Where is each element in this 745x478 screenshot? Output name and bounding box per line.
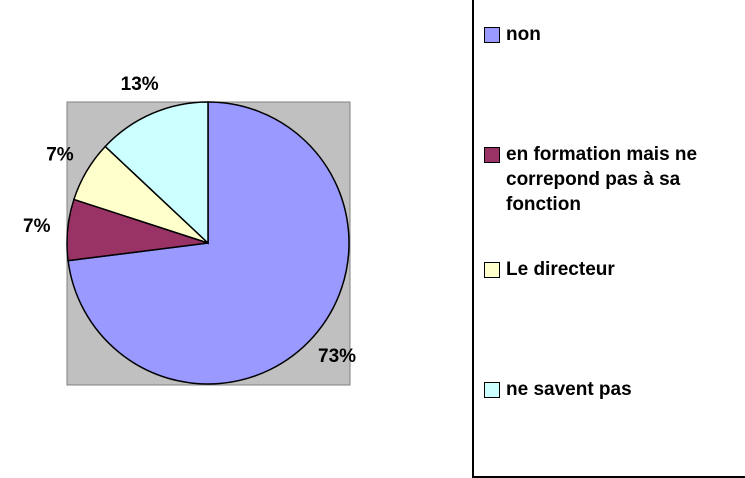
legend-item: ne savent pas xyxy=(484,377,736,402)
pie-area: 73% 7% 7% 13% xyxy=(23,74,356,386)
data-label: 7% xyxy=(46,144,74,165)
legend-swatch xyxy=(484,382,500,398)
legend-label: ne savent pas xyxy=(506,379,632,400)
legend-item: en formation mais ne correpond pas à sa … xyxy=(484,142,736,217)
legend-item: non xyxy=(484,22,736,47)
legend: non en formation mais ne correpond pas à … xyxy=(472,0,745,478)
data-label: 7% xyxy=(23,216,51,237)
legend-swatch xyxy=(484,27,500,43)
legend-item: Le directeur xyxy=(484,257,736,282)
legend-label: non xyxy=(506,24,541,45)
data-label: 13% xyxy=(121,74,159,95)
legend-swatch xyxy=(484,147,500,163)
legend-swatch xyxy=(484,262,500,278)
legend-label: en formation mais ne correpond pas à sa … xyxy=(506,144,698,215)
legend-label: Le directeur xyxy=(506,259,615,280)
data-label: 73% xyxy=(318,346,356,367)
pie-slice xyxy=(104,101,209,245)
